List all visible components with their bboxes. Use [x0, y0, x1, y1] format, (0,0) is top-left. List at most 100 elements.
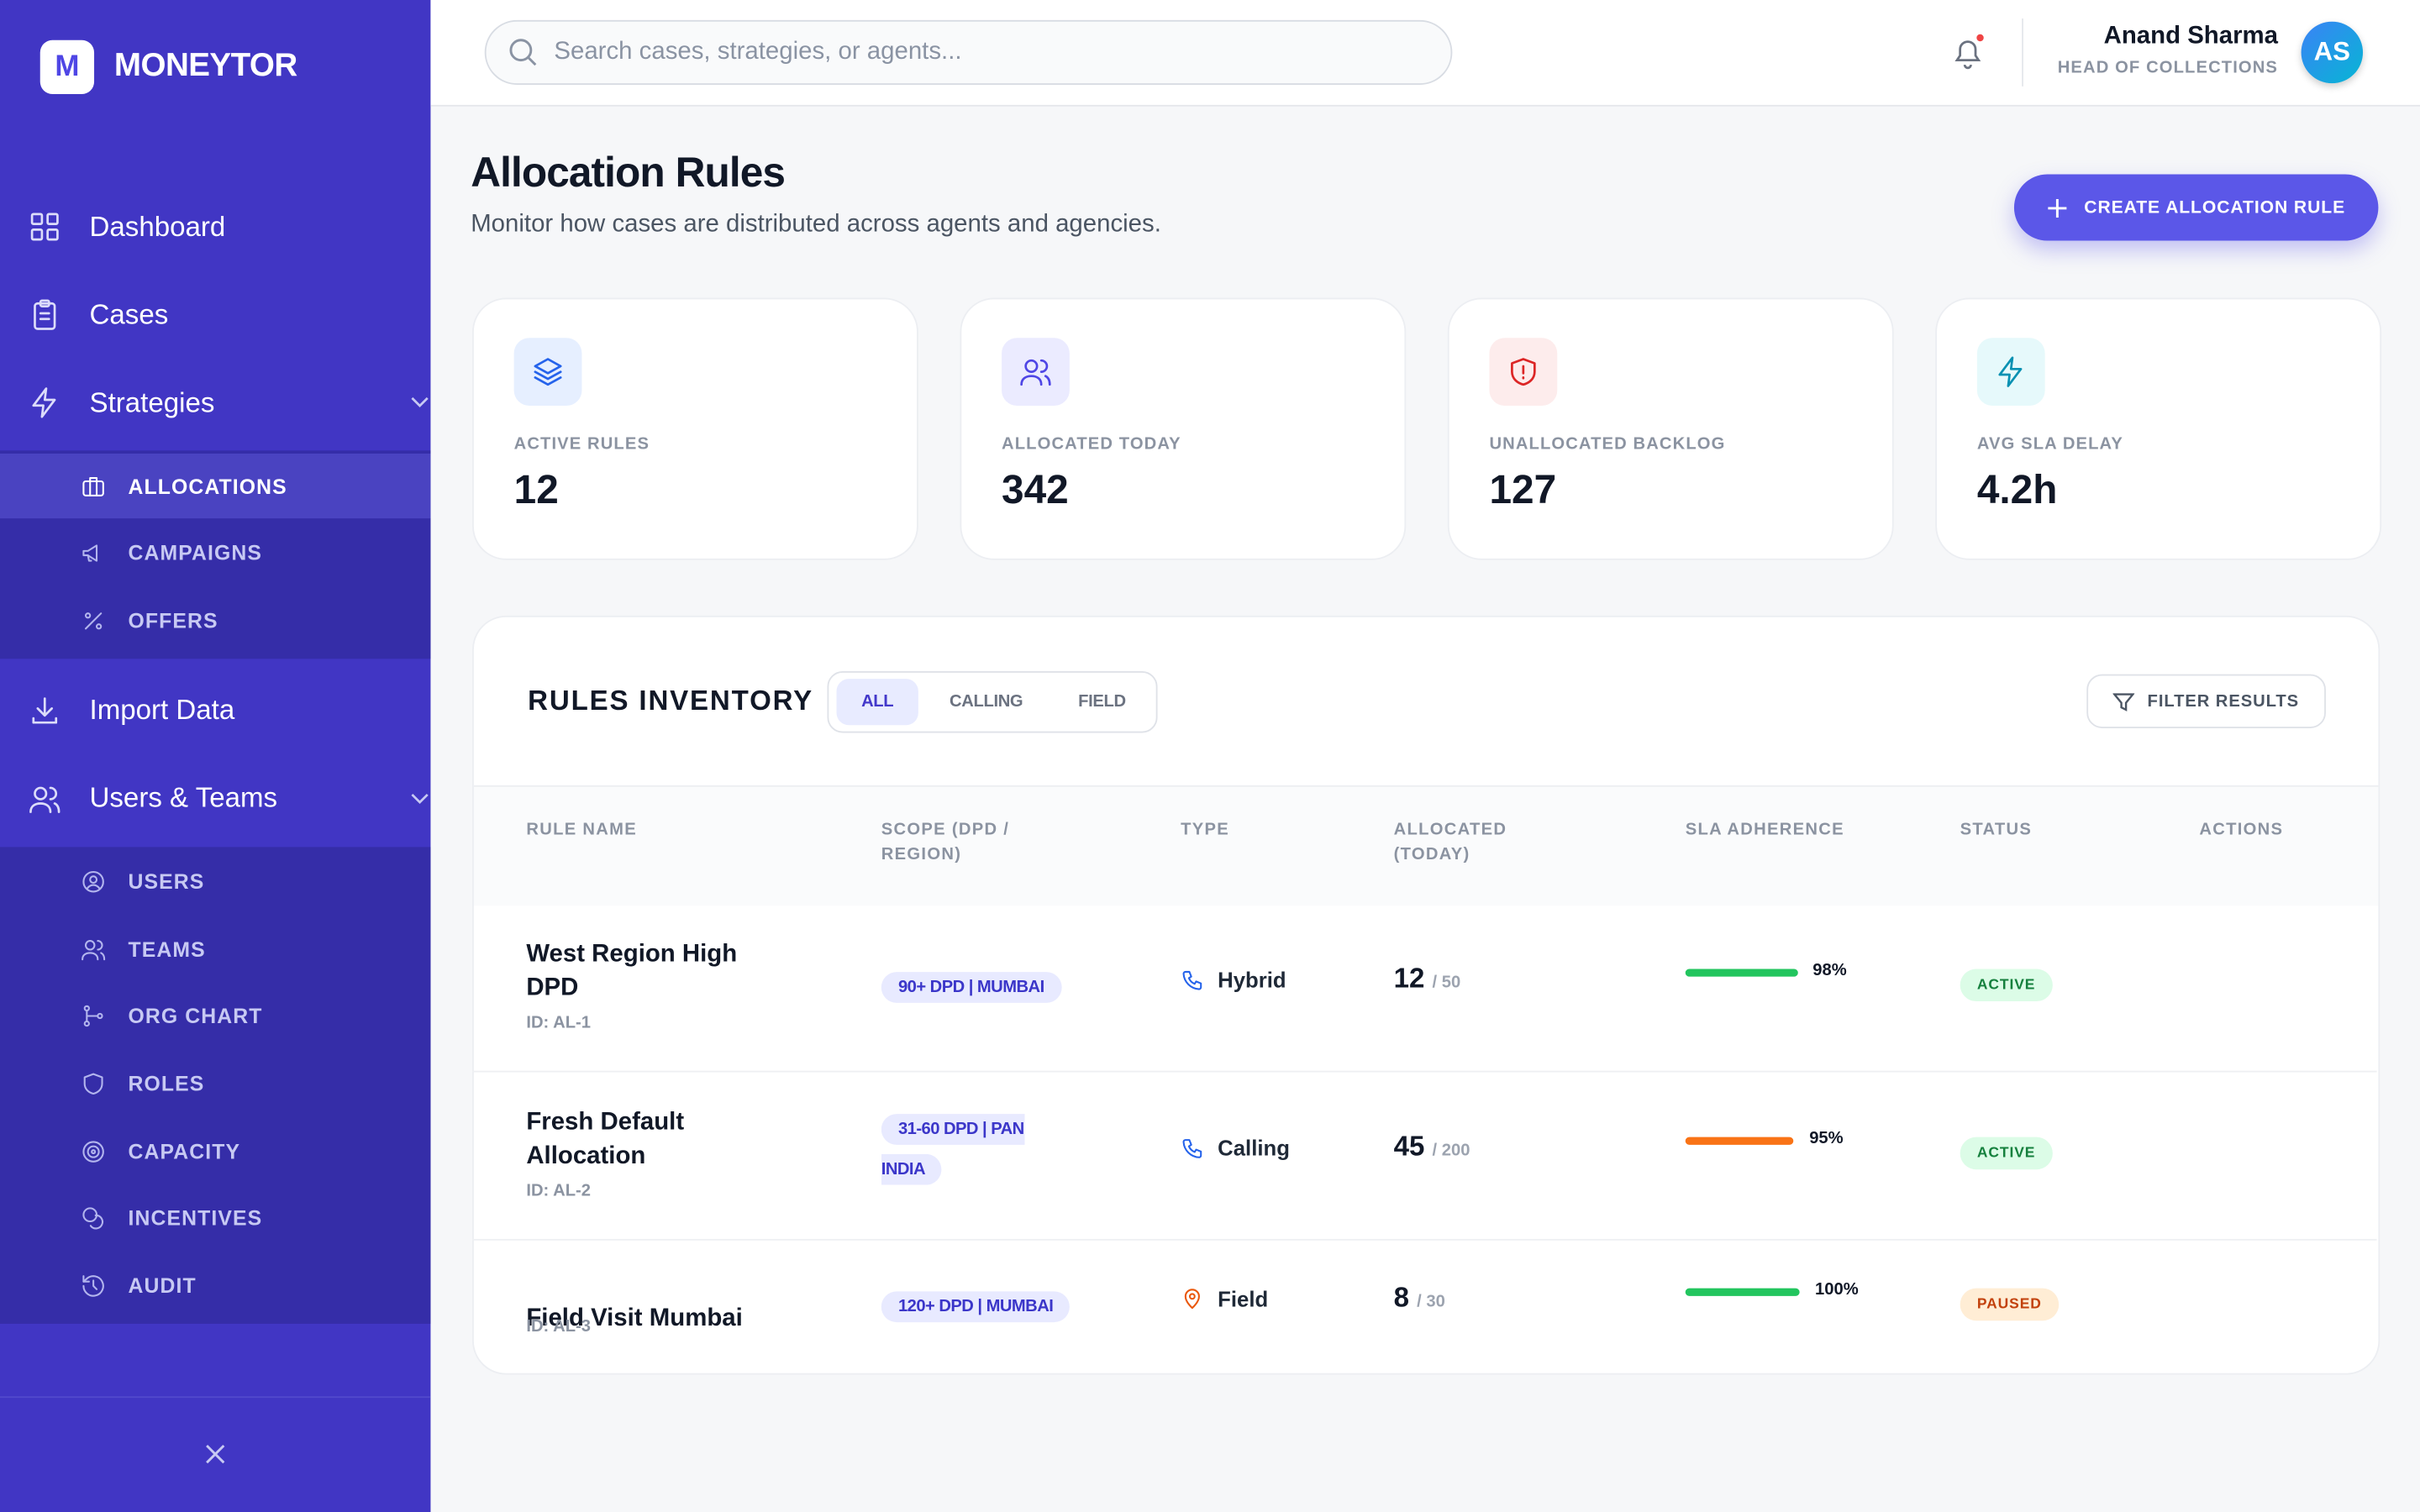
sub-nav-label: TEAMS [128, 937, 206, 962]
filter-label: FILTER RESULTS [2147, 691, 2300, 711]
filter-button[interactable]: FILTER RESULTS [2086, 674, 2326, 728]
sub-nav-label: AUDIT [128, 1273, 197, 1298]
icon [1182, 969, 1202, 990]
type: Calling [1181, 1136, 1290, 1160]
avatar[interactable]: AS [2301, 21, 2364, 84]
sub-nav-item[interactable]: CAMPAIGNS [0, 521, 430, 585]
icon [83, 1073, 103, 1095]
status-badge: ACTIVE [1960, 969, 2053, 1002]
scope-pill: 120+ DPD | MUMBAI [881, 1290, 1071, 1322]
icon [1020, 359, 1051, 386]
scope: 120+ DPD | MUMBAI [881, 1286, 1097, 1326]
icon [1511, 358, 1536, 386]
row-divider [472, 1238, 2377, 1241]
stat-label: ACTIVE RULES [513, 434, 650, 454]
table-title: RULES INVENTORY [528, 685, 814, 717]
allocated-count: 45 [1393, 1131, 1425, 1163]
nav-item[interactable]: Strategies [0, 365, 430, 439]
plus-icon [2049, 198, 2068, 218]
search-box[interactable]: Search cases, strategies, or agents... [484, 19, 1453, 86]
allocated-capacity: / 50 [1432, 973, 1461, 993]
sub-nav-item[interactable]: TEAMS [0, 917, 430, 982]
icon [1184, 1289, 1200, 1310]
icon [32, 387, 56, 418]
sub-nav-item[interactable]: OFFERS [0, 588, 430, 653]
collapse-button[interactable] [203, 1442, 227, 1466]
filter-icon [2113, 692, 2135, 711]
stat-icon [513, 338, 582, 407]
allocated-capacity: / 200 [1432, 1142, 1470, 1161]
sub-nav-item[interactable]: USERS [0, 850, 430, 915]
type-label: Hybrid [1218, 967, 1286, 993]
stat-label: AVG SLA DELAY [1976, 434, 2123, 454]
stat-value: 342 [1002, 465, 1069, 512]
sub-nav-item[interactable]: CAPACITY [0, 1119, 430, 1184]
sla-label: 100% [1815, 1279, 1859, 1299]
rule-id: ID: AL-1 [526, 1013, 592, 1032]
search-icon [509, 39, 537, 66]
tab[interactable]: FIELD [1078, 692, 1126, 711]
type-label: Calling [1218, 1135, 1290, 1161]
sub-nav-item[interactable]: ORG CHART [0, 984, 430, 1049]
tab[interactable]: ALL [836, 679, 918, 726]
nav-label: Cases [89, 298, 169, 330]
sub-nav-item[interactable]: AUDIT [0, 1253, 430, 1318]
rule-name: Field Visit Mumbai [526, 1305, 743, 1332]
status-badge: ACTIVE [1960, 1137, 2053, 1170]
logo-mark: M [39, 39, 95, 95]
sla-label: 98% [1812, 961, 1847, 980]
sla-bar [1685, 1137, 1794, 1145]
nav-item[interactable]: Cases [0, 278, 430, 352]
nav-label: Import Data [89, 695, 235, 726]
sub-nav: USERS TEAMS ORG CHART ROLES CAPACITY INCENTIV… [0, 846, 431, 1324]
column-header: SLA ADHERENCE [1685, 821, 1844, 840]
stat-label: ALLOCATED TODAY [1002, 434, 1181, 454]
rule-id: ID: AL-2 [526, 1181, 592, 1200]
sub-nav-label: ALLOCATIONS [128, 474, 287, 498]
rule-id: ID: AL-3 [526, 1317, 592, 1336]
sub-nav-label: ROLES [128, 1072, 205, 1096]
sub-nav-label: CAMPAIGNS [128, 541, 263, 565]
sub-nav-item[interactable]: ALLOCATIONS [0, 454, 431, 519]
stat-value: 12 [513, 465, 559, 512]
sla-bar [1685, 1287, 1800, 1295]
column-header: TYPE [1181, 821, 1230, 840]
allocated: 12 / 50 [1394, 963, 1461, 995]
nav-item[interactable]: Dashboard [0, 190, 430, 264]
icon [82, 939, 106, 961]
sub-nav-item[interactable]: INCENTIVES [0, 1186, 430, 1251]
column-header: SCOPE (DPD / REGION) [881, 821, 1010, 864]
column-header: ALLOCATED (TODAY) [1393, 821, 1507, 864]
sub-nav-label: CAPACITY [128, 1139, 241, 1163]
stat-value: 127 [1489, 465, 1557, 512]
icon [82, 476, 104, 496]
type: Field [1181, 1286, 1268, 1310]
nav-label: Strategies [89, 386, 215, 417]
type: Hybrid [1181, 968, 1286, 992]
icon [83, 1005, 103, 1028]
notifications[interactable] [1949, 34, 1986, 71]
icon [84, 612, 103, 629]
stat-card: UNALLOCATED BACKLOG 127 [1447, 297, 1894, 560]
user-role: HEAD OF COLLECTIONS [2057, 58, 2279, 77]
stat-card: ALLOCATED TODAY 342 [960, 297, 1407, 560]
icon [32, 696, 58, 724]
icon [82, 544, 98, 562]
sub-nav-item[interactable]: ROLES [0, 1052, 430, 1116]
stat-icon [1002, 338, 1070, 407]
column-header: RULE NAME [526, 821, 638, 840]
nav-item[interactable]: Users & Teams [0, 762, 430, 836]
sub-nav-label: ORG CHART [128, 1005, 263, 1029]
create-rule-button[interactable]: CREATE ALLOCATION RULE [2013, 174, 2379, 241]
tab[interactable]: CALLING [950, 692, 1023, 711]
rules-table-card: RULES INVENTORY ALL CALLING FIELD FILTER R… [472, 615, 2381, 1375]
stat-value: 4.2h [1976, 465, 2058, 512]
nav-item[interactable]: Import Data [0, 674, 430, 748]
icon [29, 786, 60, 813]
sub-nav-label: OFFERS [128, 608, 218, 633]
scope: 31-60 DPD | PAN INDIA [881, 1110, 1036, 1190]
sub-nav-label: INCENTIVES [128, 1206, 263, 1231]
sla-bar [1685, 969, 1797, 977]
